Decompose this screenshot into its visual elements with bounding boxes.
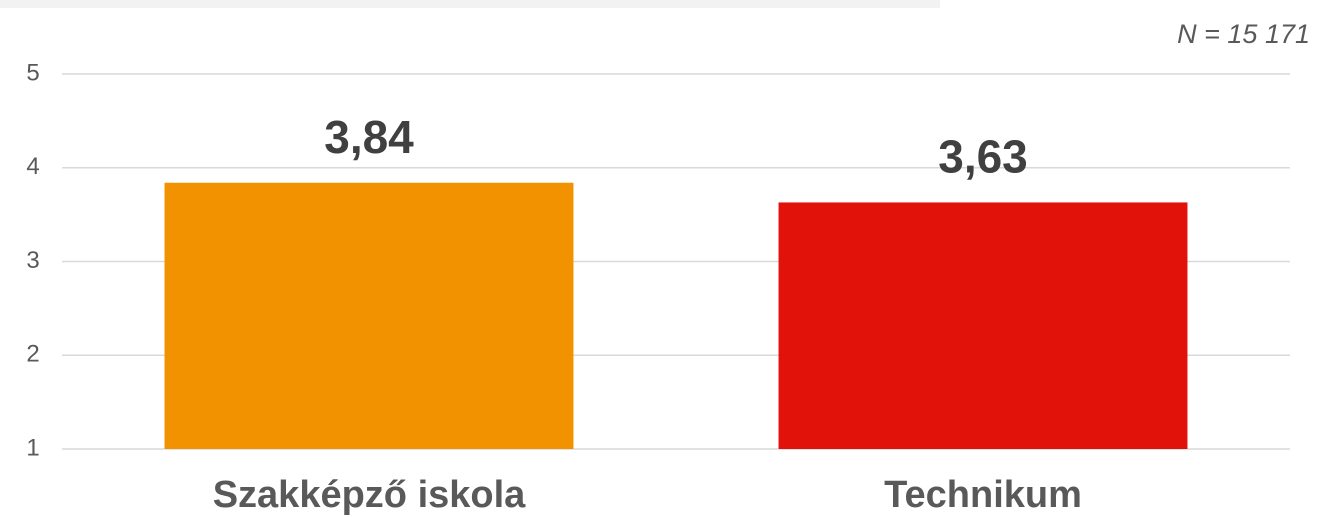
top-strip — [0, 0, 940, 8]
y-tick-label: 2 — [26, 341, 39, 368]
y-tick-label: 4 — [26, 153, 39, 180]
bar — [164, 182, 574, 449]
bar — [778, 202, 1188, 449]
y-tick-label: 5 — [26, 59, 39, 86]
value-label: 3,84 — [324, 111, 414, 163]
x-tick-label: Technikum — [884, 474, 1082, 516]
annotation: N = 15 171 — [1177, 19, 1310, 49]
y-tick-label: 3 — [26, 247, 39, 274]
x-tick-label: Szakképző iskola — [213, 474, 526, 516]
value-label: 3,63 — [938, 131, 1028, 183]
y-tick-label: 1 — [26, 434, 39, 461]
